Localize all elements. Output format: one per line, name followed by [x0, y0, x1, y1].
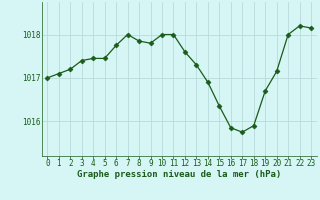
X-axis label: Graphe pression niveau de la mer (hPa): Graphe pression niveau de la mer (hPa): [77, 170, 281, 179]
